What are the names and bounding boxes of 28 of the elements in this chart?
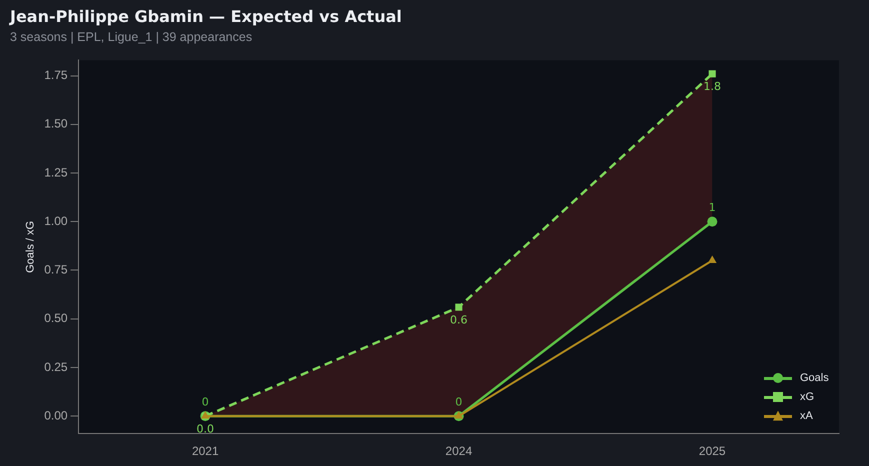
point [455,304,462,311]
point [708,70,716,78]
y-tick-label: 1.75 [44,68,68,82]
data-label: 0 [455,395,462,408]
chart-title: Jean-Philippe Gbamin — Expected vs Actual [10,7,402,26]
y-axis-title: Goals / xG [24,220,37,273]
legend-label: xG [800,391,814,404]
y-tick-label: 0.00 [44,408,68,422]
x-tick-label: 2025 [698,444,726,458]
legend-label: xA [800,410,813,422]
x-tick-label: 2024 [445,444,472,458]
data-label: 1.8 [704,80,722,94]
x-tick-label: 2021 [192,444,219,458]
data-label: 0.6 [450,314,468,327]
y-tick-label: 1.00 [44,214,68,228]
chart-subtitle: 3 seasons | EPL, Ligue_1 | 39 appearances [10,30,252,44]
point [708,256,717,264]
data-label: 0.0 [196,422,214,436]
y-tick-label: 0.75 [44,262,68,277]
legend-label: Goals [800,372,829,384]
y-tick-label: 1.25 [44,165,68,180]
y-tick-label: 0.25 [44,360,68,374]
data-label: 0 [202,395,209,408]
point [707,216,718,227]
point [454,411,464,419]
y-tick-label: 1.50 [44,116,68,131]
data-label: 1 [708,200,716,214]
y-tick-label: 0.50 [44,311,68,326]
